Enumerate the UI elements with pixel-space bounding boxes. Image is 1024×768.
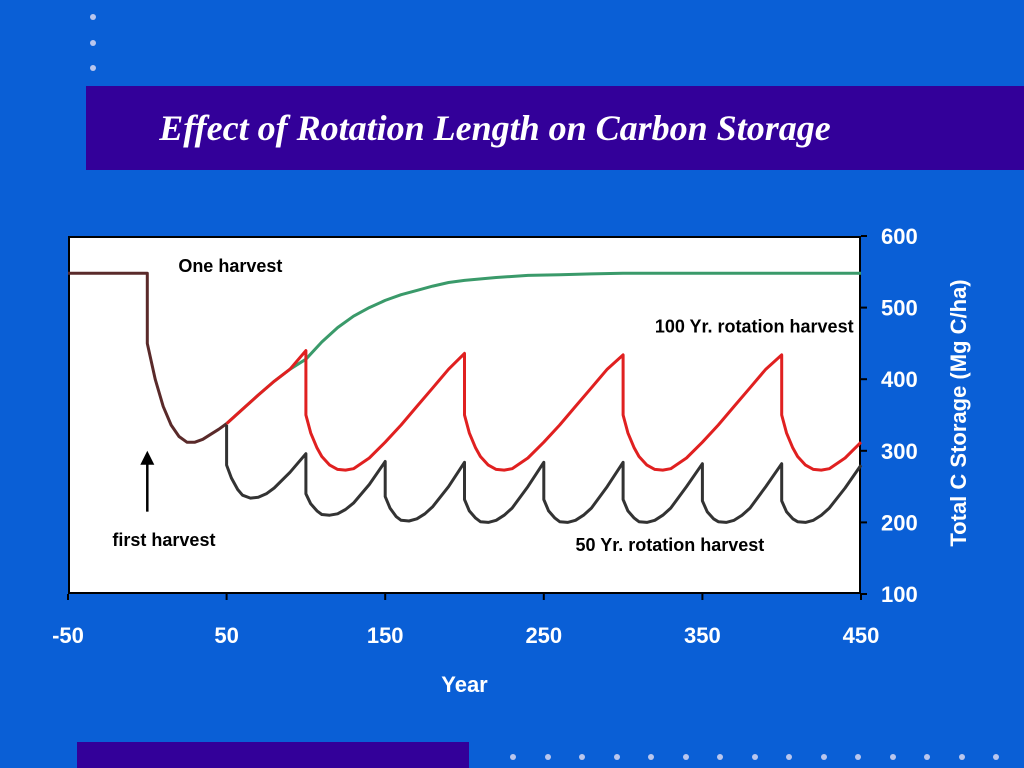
y-tick-label: 100 bbox=[881, 582, 918, 607]
y-axis-title: Total C Storage (Mg C/ha) bbox=[946, 279, 971, 546]
x-axis-title: Year bbox=[441, 672, 488, 697]
y-tick-label: 200 bbox=[881, 510, 918, 535]
series-line-one_harvest bbox=[225, 271, 861, 425]
y-tick-label: 400 bbox=[881, 367, 918, 392]
series-line-pre_harvest bbox=[68, 271, 228, 444]
arrow-head-icon bbox=[140, 450, 155, 465]
decorative-dot bbox=[613, 754, 620, 760]
x-tick-label: 50 bbox=[214, 623, 238, 648]
bottom-band bbox=[77, 742, 469, 768]
decorative-dot bbox=[510, 754, 516, 760]
y-tick-label: 600 bbox=[881, 224, 918, 249]
x-tick-label: 450 bbox=[843, 623, 880, 648]
decorative-dot bbox=[924, 754, 930, 760]
decorative-dot bbox=[90, 40, 96, 46]
decorative-dot bbox=[579, 754, 585, 760]
annotation-label: 50 Yr. rotation harvest bbox=[576, 535, 765, 555]
decorative-dot bbox=[717, 754, 723, 760]
decorative-dot bbox=[90, 65, 96, 71]
series-line-rotation_100 bbox=[225, 349, 863, 472]
annotation-label: first harvest bbox=[112, 530, 215, 550]
decorative-dot bbox=[855, 754, 861, 760]
decorative-dot bbox=[786, 754, 792, 760]
decorative-dot bbox=[889, 754, 896, 760]
decorative-dot bbox=[993, 754, 999, 760]
annotation-label: One harvest bbox=[178, 256, 282, 276]
decorative-dot bbox=[648, 754, 654, 760]
annotation-label: 100 Yr. rotation harvest bbox=[655, 317, 854, 337]
x-tick-label: 350 bbox=[684, 623, 721, 648]
decorative-dot bbox=[544, 754, 551, 760]
title-band: Effect of Rotation Length on Carbon Stor… bbox=[86, 86, 1024, 170]
decorative-dot bbox=[958, 754, 965, 760]
decorative-dot bbox=[820, 754, 827, 760]
y-tick-label: 500 bbox=[881, 296, 918, 321]
x-tick-label: 150 bbox=[367, 623, 404, 648]
x-tick-label: 250 bbox=[525, 623, 562, 648]
x-tick-label: -50 bbox=[52, 623, 84, 648]
decorative-dot bbox=[751, 754, 758, 760]
series-line-rotation_50 bbox=[225, 425, 863, 524]
decorative-dot bbox=[90, 14, 96, 20]
decorative-dot bbox=[682, 754, 689, 760]
slide-title: Effect of Rotation Length on Carbon Stor… bbox=[159, 108, 831, 148]
y-tick-label: 300 bbox=[881, 439, 918, 464]
